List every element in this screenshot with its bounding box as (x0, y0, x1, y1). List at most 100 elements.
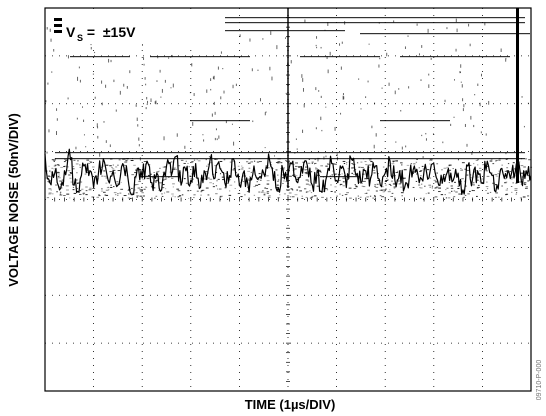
artifact-speck (311, 161, 314, 163)
artifact-dot (161, 88, 163, 93)
artifact-dot (144, 77, 146, 80)
artifact-dot (404, 46, 406, 49)
artifact-speck (57, 176, 60, 178)
artifact-dot (444, 99, 446, 103)
artifact-speck (91, 196, 95, 198)
artifact-dot (400, 109, 402, 112)
artifact-dot (232, 84, 234, 89)
artifact-dot (463, 104, 465, 108)
artifact-dot (442, 141, 444, 144)
artifact-speck (261, 190, 264, 192)
artifact-speck (515, 182, 518, 184)
artifact-speck (486, 175, 490, 177)
artifact-speck (296, 179, 300, 181)
artifact-dot (172, 83, 174, 88)
artifact-speck (415, 161, 418, 163)
artifact-speck (107, 189, 110, 191)
artifact-dot (304, 19, 306, 23)
artifact-dot (471, 151, 473, 155)
artifact-speck (277, 174, 279, 176)
artifact-speck (359, 196, 362, 198)
artifact-dot (455, 48, 457, 52)
artifact-dot (484, 22, 486, 26)
artifact-speck (247, 179, 250, 181)
artifact-speck (505, 181, 508, 183)
artifact-speck (523, 166, 526, 168)
artifact-speck (479, 180, 481, 182)
artifact-speck (205, 159, 207, 161)
artifact-dot (401, 146, 403, 150)
artifact-speck (72, 189, 75, 191)
artifact-speck (491, 172, 493, 174)
artifact-speck (448, 165, 451, 167)
artifact-speck (520, 165, 524, 167)
artifact-speck (486, 181, 488, 183)
artifact-speck (147, 174, 150, 176)
artifact-dot (398, 88, 400, 90)
artifact-speck (504, 182, 507, 184)
artifact-dot (386, 52, 388, 57)
artifact-speck (59, 180, 62, 182)
artifact-speck (401, 164, 403, 166)
artifact-dot (325, 106, 327, 108)
artifact-speck (79, 166, 81, 168)
artifact-dot (184, 145, 186, 149)
artifact-dot (323, 156, 325, 160)
artifact-speck (217, 178, 220, 180)
persistence-artifacts (45, 8, 533, 199)
artifact-dot (143, 63, 145, 66)
artifact-speck (319, 170, 322, 172)
artifact-dot (466, 143, 468, 147)
artifact-speck (150, 186, 153, 188)
artifact-dot (210, 88, 212, 91)
artifact-speck (429, 186, 431, 188)
artifact-speck (344, 194, 348, 196)
artifact-speck (266, 175, 269, 177)
artifact-speck (190, 162, 193, 164)
artifact-speck (85, 190, 88, 192)
artifact-speck (375, 186, 379, 188)
artifact-speck (188, 166, 190, 168)
artifact-speck (125, 160, 128, 162)
artifact-speck (326, 163, 329, 165)
artifact-dot (470, 115, 472, 120)
artifact-speck (306, 191, 309, 193)
artifact-speck (209, 182, 212, 184)
artifact-speck (88, 189, 92, 191)
artifact-speck (196, 159, 198, 161)
artifact-speck (466, 174, 469, 176)
artifact-speck (354, 184, 356, 186)
artifact-dot (163, 136, 165, 141)
artifact-dot (51, 71, 53, 73)
artifact-speck (258, 173, 261, 175)
artifact-dot (344, 21, 346, 25)
artifact-speck (512, 182, 515, 184)
artifact-dot (115, 109, 117, 112)
artifact-center-spike (287, 8, 289, 188)
artifact-speck (50, 189, 52, 191)
artifact-dot (464, 123, 466, 127)
artifact-speck (386, 177, 388, 179)
artifact-speck (103, 191, 106, 193)
artifact-dot (259, 98, 261, 102)
artifact-speck (185, 182, 188, 184)
artifact-speck (195, 176, 197, 178)
artifact-speck (330, 184, 332, 186)
artifact-speck (452, 168, 454, 170)
artifact-speck (366, 177, 370, 179)
artifact-speck (142, 179, 144, 181)
artifact-speck (52, 159, 56, 161)
artifact-speck (96, 196, 99, 198)
artifact-speck (317, 169, 321, 171)
artifact-speck (233, 167, 236, 169)
artifact-streak (380, 120, 450, 122)
artifact-speck (53, 168, 55, 170)
artifact-dot (270, 31, 272, 35)
artifact-dot (324, 29, 326, 31)
artifact-speck (348, 187, 352, 189)
artifact-speck (105, 194, 109, 196)
artifact-dot (367, 80, 369, 83)
artifact-speck (522, 196, 526, 198)
artifact-speck (151, 177, 155, 179)
artifact-speck (241, 168, 244, 170)
